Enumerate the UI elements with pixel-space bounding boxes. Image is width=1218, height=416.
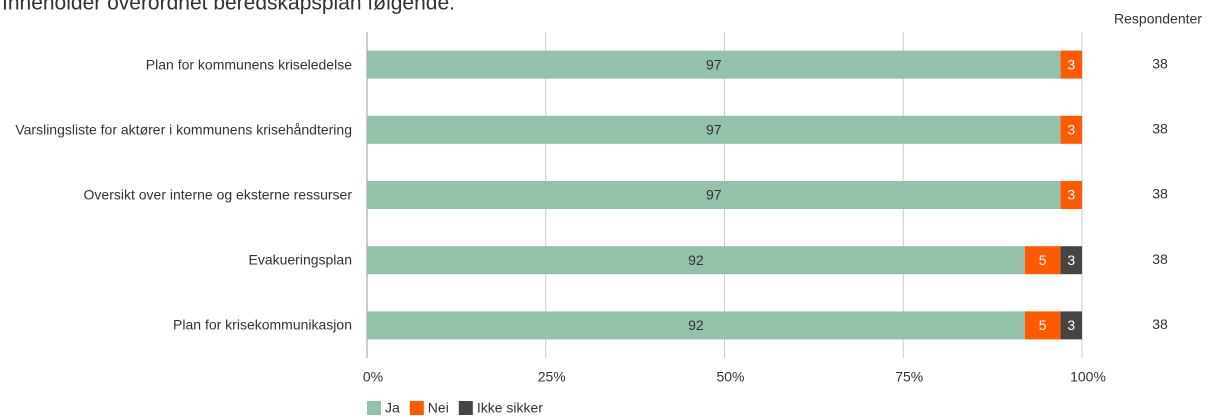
category-label: Plan for kommunens kriseledelse xyxy=(145,56,352,73)
category-label: Evakueringsplan xyxy=(248,251,352,268)
respondents-value: 38 xyxy=(1152,251,1168,267)
data-label: 92 xyxy=(688,317,704,333)
bar-segment xyxy=(1060,246,1082,275)
bar-segment xyxy=(1024,246,1061,275)
bar-segment xyxy=(1060,311,1082,340)
data-label: 97 xyxy=(706,122,722,138)
bar-segment xyxy=(1060,50,1082,79)
respondents-value: 38 xyxy=(1152,316,1168,332)
legend-swatch xyxy=(409,401,424,415)
respondents-value: 38 xyxy=(1152,55,1168,71)
legend-label: Nei xyxy=(428,400,449,416)
bar-segment xyxy=(1060,115,1082,144)
x-tick-label: 75% xyxy=(895,369,923,385)
respondents-value: 38 xyxy=(1152,186,1168,202)
bar-segment xyxy=(367,115,1061,144)
bar-segment xyxy=(367,311,1025,340)
data-label: 5 xyxy=(1039,317,1047,333)
legend-swatch xyxy=(458,401,473,415)
data-label: 5 xyxy=(1039,252,1047,268)
legend-label: Ikke sikker xyxy=(477,400,543,416)
data-label: 3 xyxy=(1067,317,1075,333)
x-tick-label: 50% xyxy=(716,369,744,385)
x-tick-label: 25% xyxy=(538,369,566,385)
category-label: Oversikt over interne og eksterne ressur… xyxy=(83,186,352,203)
data-label: 97 xyxy=(706,187,722,203)
chart-title: Inneholder overordnet beredskapsplan føl… xyxy=(2,0,455,15)
legend-label: Ja xyxy=(385,400,400,416)
category-label: Plan for krisekommunikasjon xyxy=(173,316,352,333)
data-label: 97 xyxy=(706,56,722,72)
bar-segment xyxy=(367,50,1061,79)
category-label: Varslingsliste for aktører i kommunens k… xyxy=(15,121,352,138)
bar-segment xyxy=(367,246,1025,275)
legend-swatch xyxy=(367,401,381,415)
data-label: 3 xyxy=(1067,56,1075,72)
data-label: 92 xyxy=(688,252,704,268)
x-tick-label: 0% xyxy=(363,369,383,385)
data-label: 3 xyxy=(1067,252,1075,268)
bar-segment xyxy=(1024,311,1061,340)
bar-segment xyxy=(367,181,1061,209)
x-tick-label: 100% xyxy=(1070,369,1106,385)
data-label: 3 xyxy=(1067,187,1075,203)
bar-segment xyxy=(1060,181,1082,209)
respondents-header: Respondenter xyxy=(1114,11,1202,27)
data-label: 3 xyxy=(1067,122,1075,138)
respondents-value: 38 xyxy=(1152,121,1168,137)
